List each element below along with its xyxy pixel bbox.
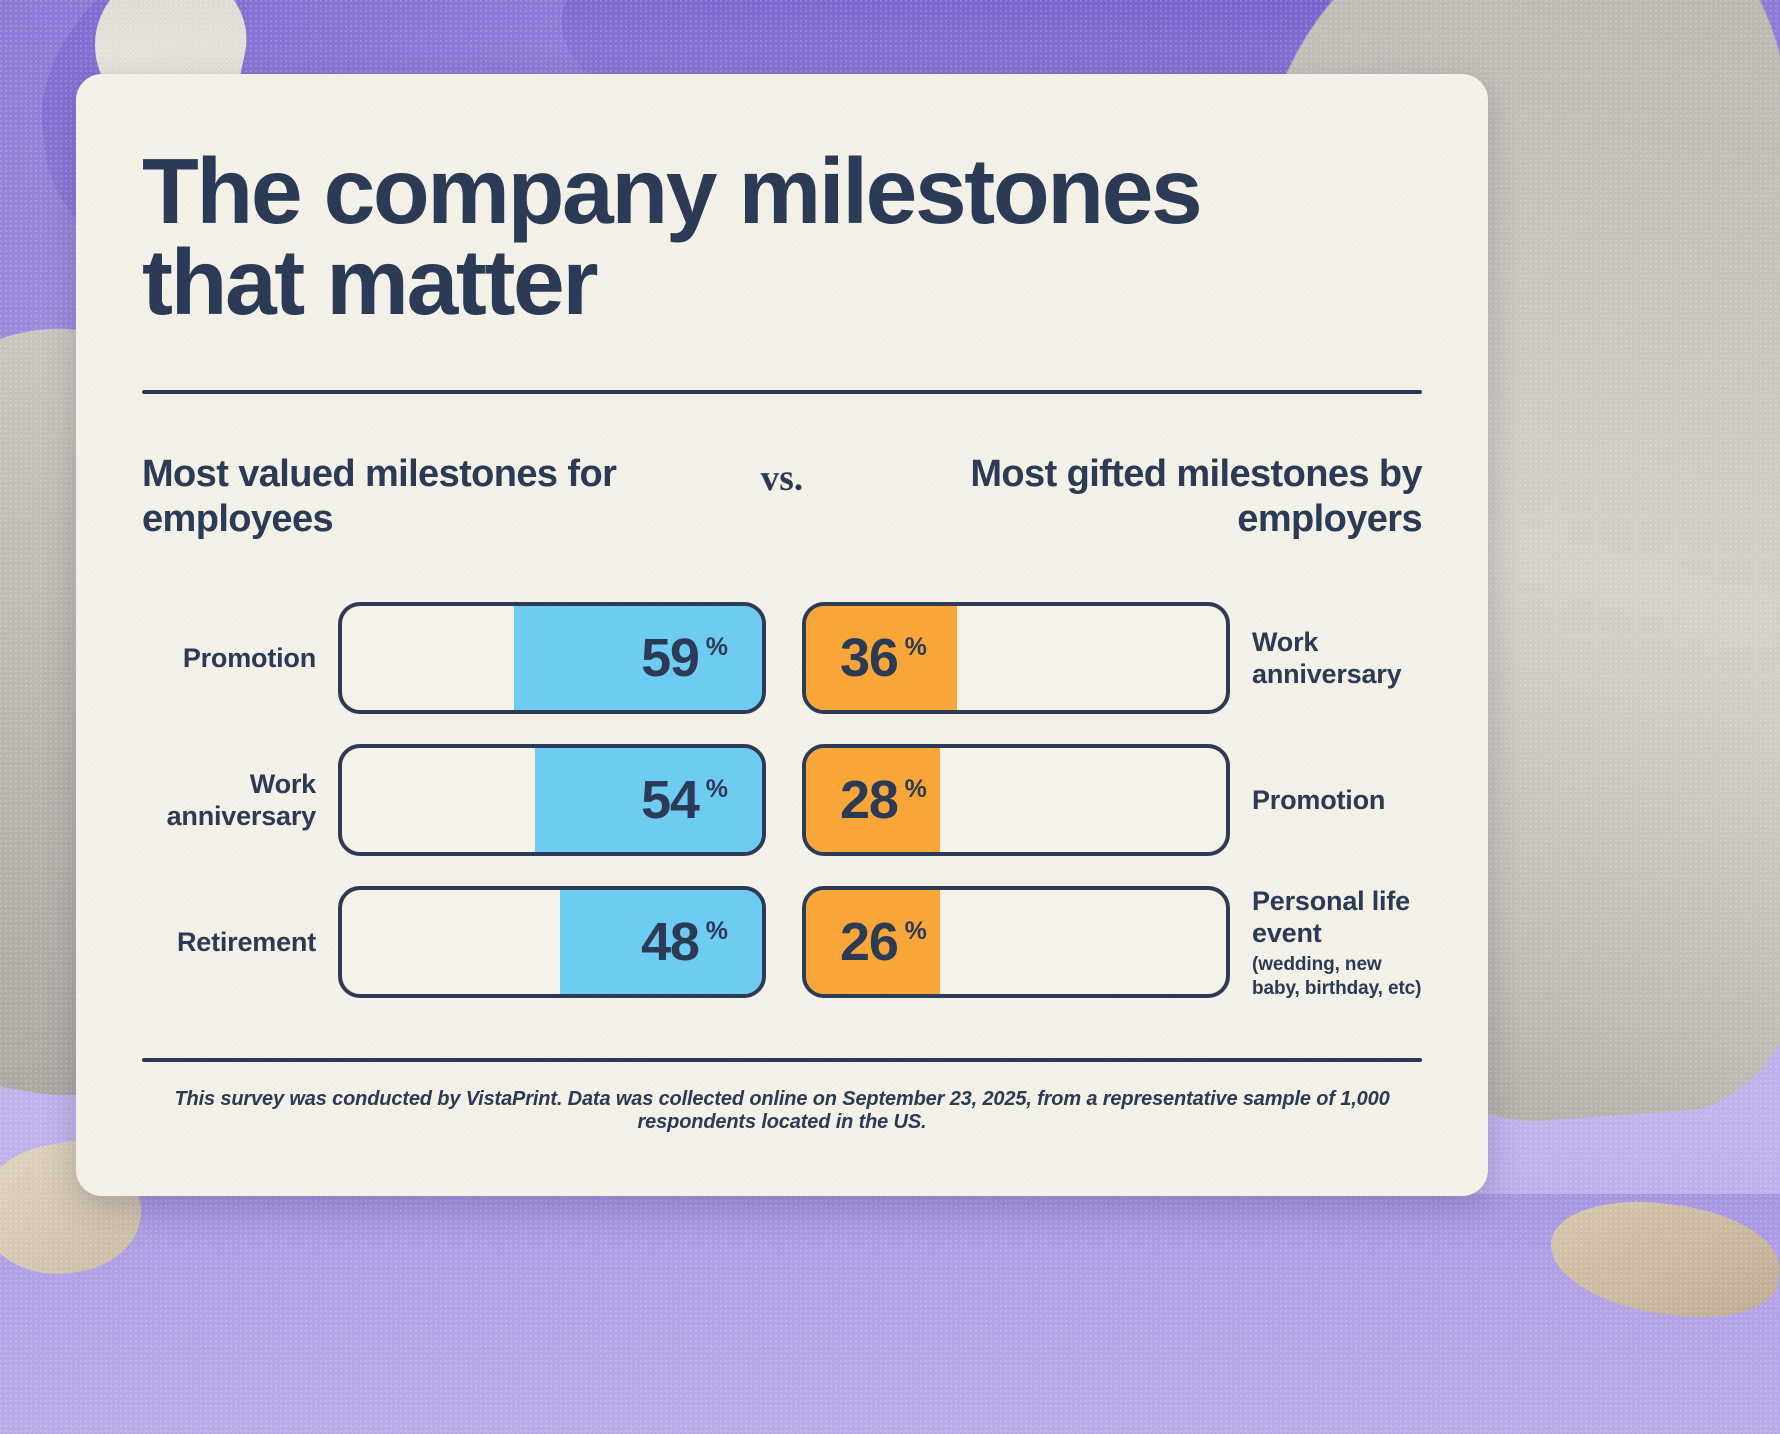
right-bar-number-3: 26	[840, 912, 899, 973]
right-bar-label-text-3: Personal life event	[1252, 885, 1410, 949]
left-bar-track-1: 59 %	[338, 602, 766, 715]
versus-label: vs.	[760, 458, 804, 500]
right-bar-percent-sign-2: %	[904, 775, 927, 804]
page-title: The company milestones that matter	[142, 139, 1203, 335]
bar-row: Work anniversary 54 % 28 %	[142, 742, 1422, 858]
right-bar-number-1: 36	[840, 628, 899, 689]
left-bar-label-3: Retirement	[176, 927, 316, 958]
left-bar-value-1: 59 %	[641, 631, 728, 685]
bar-row: Promotion 59 % 36 %	[142, 600, 1422, 716]
left-bar-percent-sign-2: %	[705, 775, 728, 804]
right-bar-label-3: Personal life event (wedding, new baby, …	[1230, 885, 1426, 1000]
right-bar-value-1: 36 %	[840, 631, 927, 685]
right-bar-value-3: 26 %	[840, 915, 927, 969]
infographic-card: The company milestones that matter Most …	[76, 74, 1488, 1196]
right-bar-value-2: 28 %	[840, 773, 927, 827]
left-bar-fill-1: 59 %	[514, 606, 762, 711]
left-bar-track-2: 54 %	[338, 744, 766, 857]
left-bar-percent-sign-1: %	[705, 633, 728, 662]
left-bar-fill-3: 48 %	[560, 890, 762, 995]
right-bar-fill-3: 26 %	[806, 890, 941, 995]
right-column-heading: Most gifted milestones by employers	[970, 453, 1422, 541]
right-bar-track-3: 26 %	[802, 886, 1230, 999]
left-column-heading: Most valued milestones for employees	[142, 453, 617, 541]
right-bar-fill-2: 28 %	[806, 748, 941, 853]
header-divider	[142, 390, 1422, 395]
bar-row: Retirement 48 % 26 %	[142, 884, 1422, 1000]
right-bar-percent-sign-3: %	[904, 917, 927, 946]
footer-divider	[142, 1058, 1422, 1063]
left-bar-number-3: 48	[641, 912, 700, 973]
right-bar-track-1: 36 %	[802, 602, 1230, 715]
right-bar-number-2: 28	[840, 770, 899, 831]
comparison-bar-chart: Promotion 59 % 36 %	[142, 600, 1422, 1000]
left-bar-value-3: 48 %	[641, 915, 728, 969]
right-bar-label-2: Promotion	[1230, 784, 1426, 816]
right-bar-label-note-3: (wedding, new baby, birthday, etc)	[1252, 954, 1422, 999]
comparison-headings: Most valued milestones for employees vs.…	[142, 452, 1423, 578]
left-bar-track-3: 48 %	[338, 886, 766, 999]
right-bar-fill-1: 36 %	[806, 606, 958, 711]
left-bar-percent-sign-3: %	[705, 917, 728, 946]
right-bar-track-2: 28 %	[802, 744, 1230, 857]
left-bar-label-2: Work anniversary	[166, 768, 317, 832]
left-bar-number-1: 59	[641, 628, 700, 689]
source-footnote: This survey was conducted by VistaPrint.…	[174, 1088, 1390, 1134]
left-bar-value-2: 54 %	[641, 773, 728, 827]
bottom-purple-band	[0, 1194, 1780, 1434]
right-bar-label-1: Work anniversary	[1230, 626, 1426, 691]
left-bar-number-2: 54	[641, 770, 700, 831]
right-bar-label-text-2: Promotion	[1252, 785, 1386, 816]
left-bar-fill-2: 54 %	[535, 748, 762, 853]
right-bar-percent-sign-1: %	[904, 633, 927, 662]
right-bar-label-text-1: Work anniversary	[1252, 626, 1402, 690]
left-bar-label-1: Promotion	[182, 643, 316, 674]
